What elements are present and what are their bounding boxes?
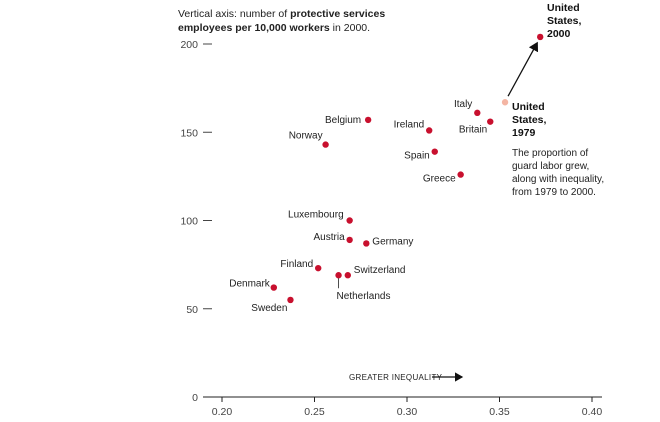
label-italy: Italy — [454, 99, 472, 110]
label-britain: Britain — [459, 125, 487, 136]
x-tick-label: 0.30 — [397, 406, 418, 418]
label-us-2000-line: 2000 — [547, 28, 571, 40]
label-us-2000-line: States, — [547, 15, 582, 27]
label-us-1979-line: States, — [512, 114, 547, 126]
y-axis-title-bold-1: protective services — [290, 8, 386, 20]
point-britain — [487, 118, 494, 125]
label-spain: Spain — [404, 151, 430, 162]
label-greece: Greece — [423, 174, 456, 185]
data-points — [270, 33, 544, 304]
x-tick-label: 0.40 — [582, 406, 603, 418]
point-belgium — [364, 116, 372, 124]
label-us-1979-line: United — [512, 101, 545, 113]
y-tick-label: 200 — [180, 39, 198, 51]
x-tick-label: 0.35 — [489, 406, 510, 418]
y-axis-title-prefix: Vertical axis: number of — [178, 8, 291, 20]
label-germany: Germany — [372, 236, 413, 247]
axes: 0.20 0.25 0.30 0.35 0.40 0 50 100 150 200 GREATER … — [180, 39, 602, 418]
label-finland: Finland — [280, 259, 313, 270]
y-axis-title-bold-2: employees per 10,000 workers — [178, 22, 330, 34]
y-tick-label: 100 — [180, 216, 198, 228]
point-denmark — [270, 284, 277, 291]
label-norway: Norway — [289, 131, 323, 142]
y-tick-label: 50 — [186, 304, 198, 316]
label-belgium: Belgium — [325, 115, 361, 126]
label-us-1979-line: 1979 — [512, 127, 536, 139]
point-sweden — [287, 296, 294, 304]
point-norway — [322, 141, 329, 148]
y-axis-title-suffix: in 2000. — [329, 22, 371, 34]
label-austria: Austria — [314, 232, 346, 243]
point-austria — [346, 236, 353, 244]
point-switzerland — [344, 272, 351, 279]
x-tick-label: 0.25 — [304, 406, 325, 418]
point-greece — [457, 171, 464, 178]
point-netherlands — [335, 272, 342, 279]
point-ireland — [426, 127, 433, 134]
x-axis-label: GREATER INEQUALITY — [349, 373, 443, 382]
label-luxembourg: Luxembourg — [288, 210, 344, 221]
y-axis-title: Vertical axis: number of protective serv… — [178, 7, 398, 35]
point-italy — [474, 109, 481, 117]
label-denmark: Denmark — [229, 279, 271, 290]
y-tick-label: 150 — [180, 127, 198, 139]
point-spain — [431, 148, 438, 155]
annotation-note: The proportion of guard labor grew, alon… — [512, 148, 605, 198]
label-netherlands: Netherlands — [337, 291, 391, 302]
us-trend-arrow — [507, 41, 539, 97]
point-finland — [315, 264, 322, 272]
point-germany — [363, 240, 370, 247]
label-switzerland: Switzerland — [354, 265, 406, 276]
label-ireland: Ireland — [394, 119, 425, 130]
label-sweden: Sweden — [251, 303, 287, 314]
y-tick-label: 0 — [192, 392, 198, 404]
point-united-states-2000 — [537, 33, 544, 41]
point-united-states-1979 — [501, 99, 509, 106]
x-tick-label: 0.20 — [212, 406, 233, 418]
point-luxembourg — [346, 217, 353, 224]
label-us-2000-line: United — [547, 2, 580, 14]
